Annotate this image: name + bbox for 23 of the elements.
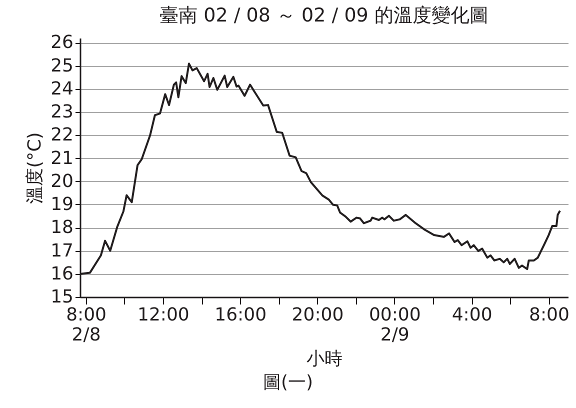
y-tick-label: 24	[50, 78, 74, 100]
y-tick-label: 19	[50, 194, 74, 215]
chart-title: 臺南 02 / 08 ～ 02 / 09 的溫度變化圖	[160, 4, 488, 27]
y-tick-label: 21	[50, 148, 74, 169]
y-tick-label: 16	[50, 263, 74, 284]
x-tick-label: 16:00	[214, 304, 267, 326]
x-tick-label: 00:00 2/9	[368, 304, 421, 346]
y-tick-label: 25	[50, 55, 74, 76]
x-tick-label: 8:00 2/8	[66, 304, 106, 346]
x-tick-label: 20:00	[292, 304, 344, 326]
y-tick-label: 20	[50, 170, 74, 192]
y-tick-label: 26	[50, 32, 74, 54]
y-tick-label: 18	[50, 217, 74, 238]
x-tick-label: 12:00	[138, 304, 190, 326]
x-axis-title: 小時	[306, 348, 342, 370]
y-axis-title: 溫度(°C)	[24, 132, 46, 204]
y-tick-label: 22	[50, 124, 74, 146]
x-tick-label: 4:00	[452, 304, 492, 326]
x-tick-label: 8:00	[529, 304, 570, 326]
y-tick-label: 23	[50, 102, 74, 122]
y-tick-label: 17	[50, 240, 74, 262]
y-tick-label: 15	[50, 286, 74, 308]
text: 圖(一)	[262, 371, 314, 394]
